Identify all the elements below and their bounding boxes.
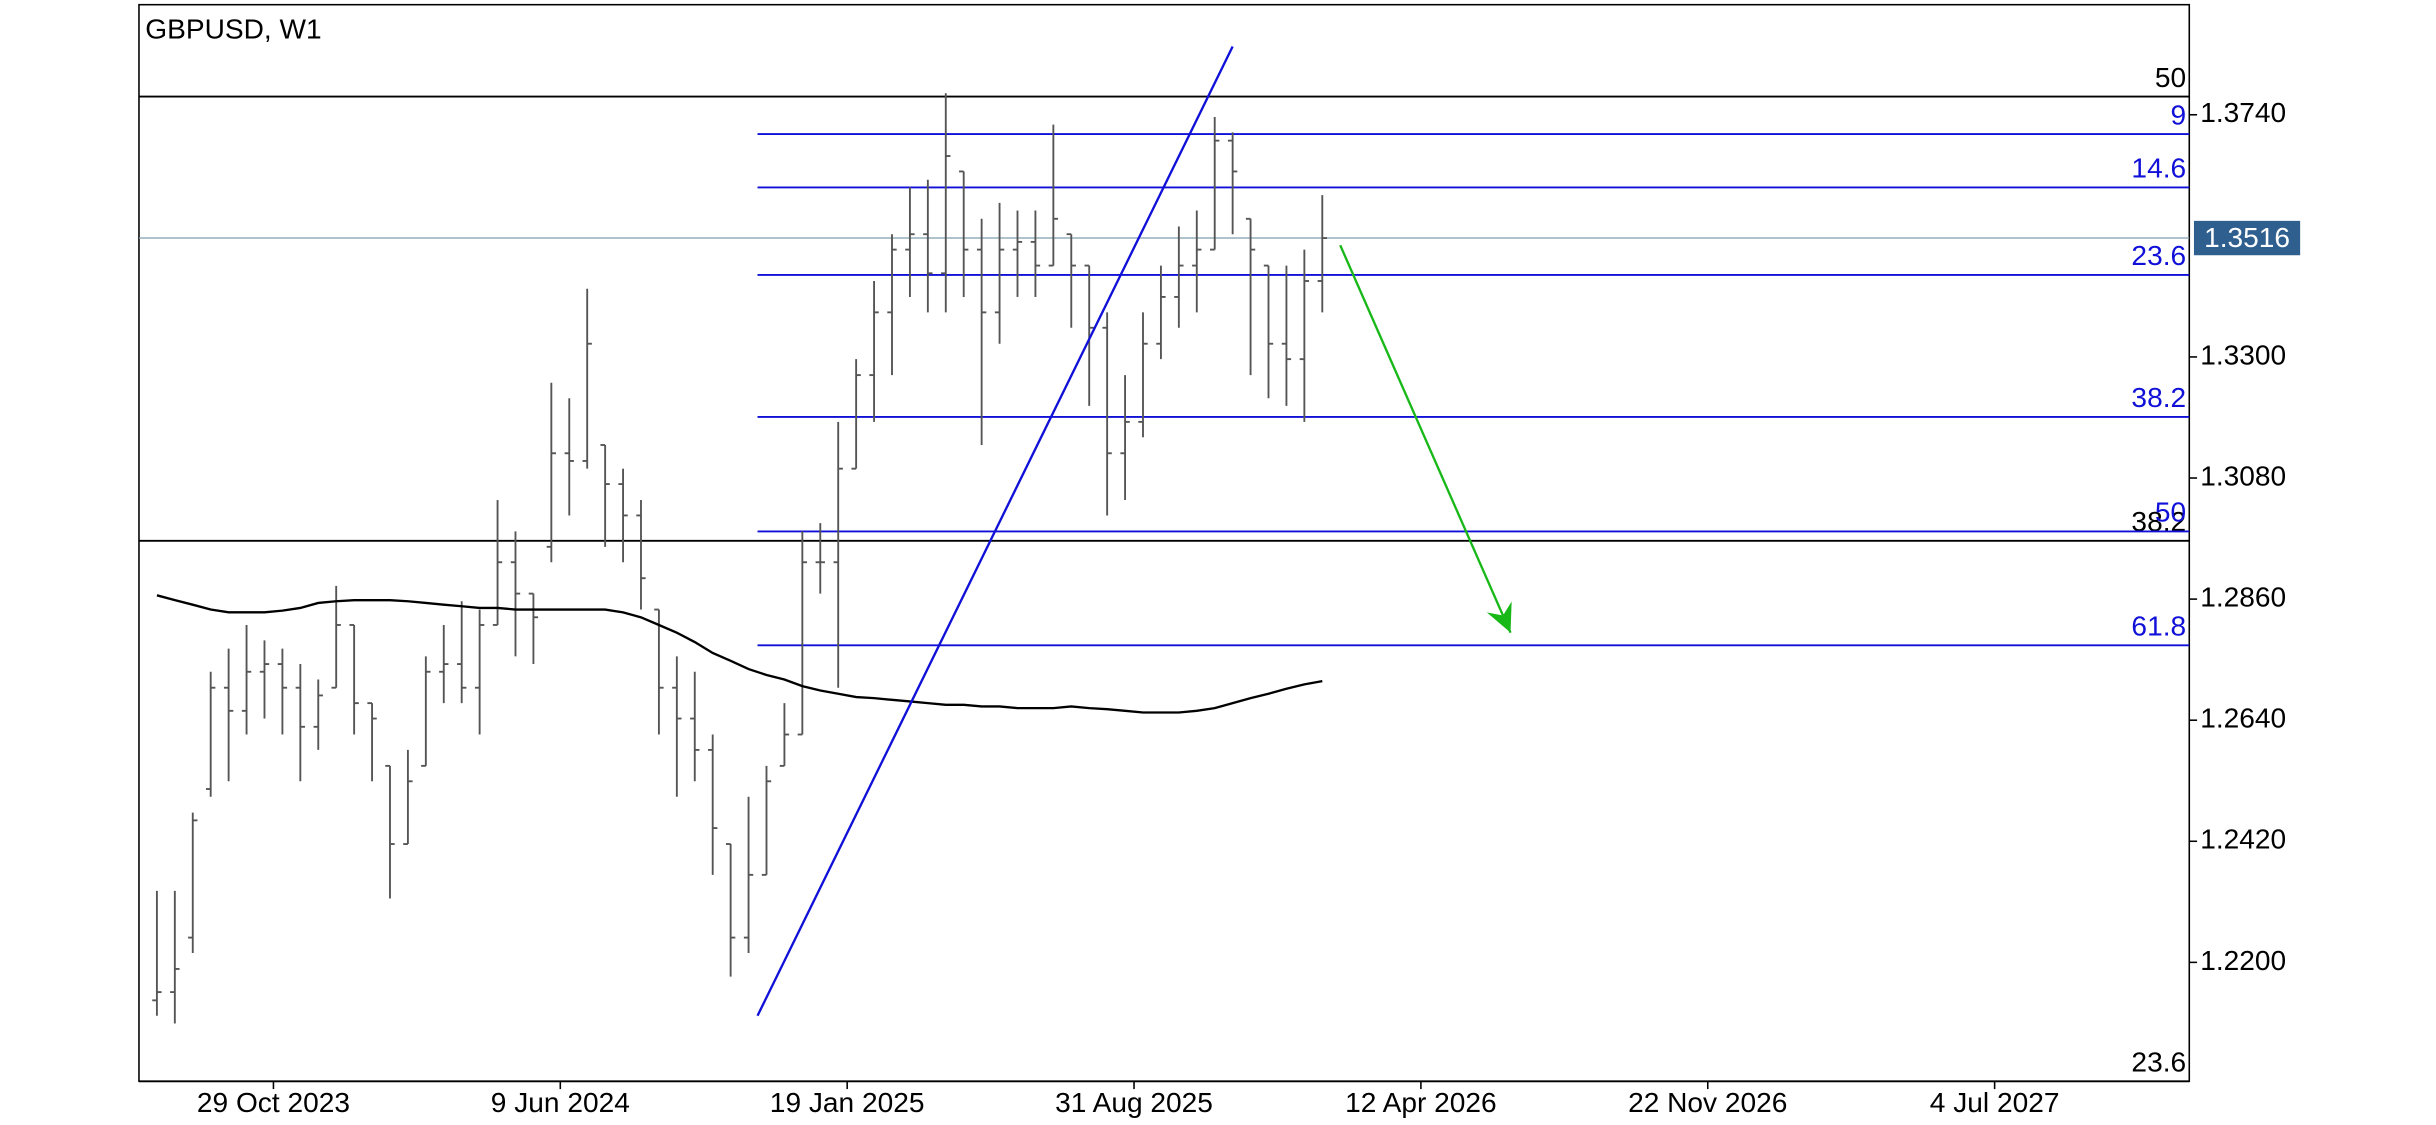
y-tick-label: 1.3080: [2200, 460, 2286, 491]
arrow-head: [1486, 601, 1512, 633]
y-tick-label: 1.2420: [2200, 824, 2286, 855]
y-tick-label: 1.2200: [2200, 945, 2286, 976]
trend-line: [756, 46, 1234, 1017]
price-label: 1.3516: [2204, 222, 2290, 253]
arrow-line: [1339, 244, 1512, 634]
fib-label: 14.6: [2131, 153, 2186, 184]
x-tick-label: 9 Jun 2024: [491, 1087, 630, 1118]
plot-frame: [138, 3, 2191, 1083]
y-tick-label: 1.2640: [2200, 703, 2286, 734]
x-tick-label: 29 Oct 2023: [197, 1087, 350, 1118]
y-tick-label: 1.3300: [2200, 339, 2286, 370]
fib-label: 38.2: [2131, 382, 2186, 413]
y-tick-label: 1.2860: [2200, 582, 2286, 613]
x-tick-label: 19 Jan 2025: [770, 1087, 925, 1118]
fib-label: 61.8: [2131, 611, 2186, 642]
fib-label: 9: [2171, 99, 2187, 130]
y-tick-label: 1.3740: [2200, 97, 2286, 128]
price-label-box: [2193, 220, 2301, 256]
fib-label: 23.6: [2131, 1046, 2186, 1077]
moving-average: [156, 594, 1323, 714]
fib-label: 23.6: [2131, 240, 2186, 271]
fib-label: 50: [2155, 62, 2186, 93]
chart-title: GBPUSD, W1: [145, 14, 321, 45]
x-tick-label: 4 Jul 2027: [1930, 1087, 2060, 1118]
x-tick-label: 12 Apr 2026: [1345, 1087, 1497, 1118]
fib-label: 50: [2155, 497, 2186, 528]
x-tick-label: 22 Nov 2026: [1628, 1087, 1787, 1118]
x-tick-label: 31 Aug 2025: [1055, 1087, 1213, 1118]
